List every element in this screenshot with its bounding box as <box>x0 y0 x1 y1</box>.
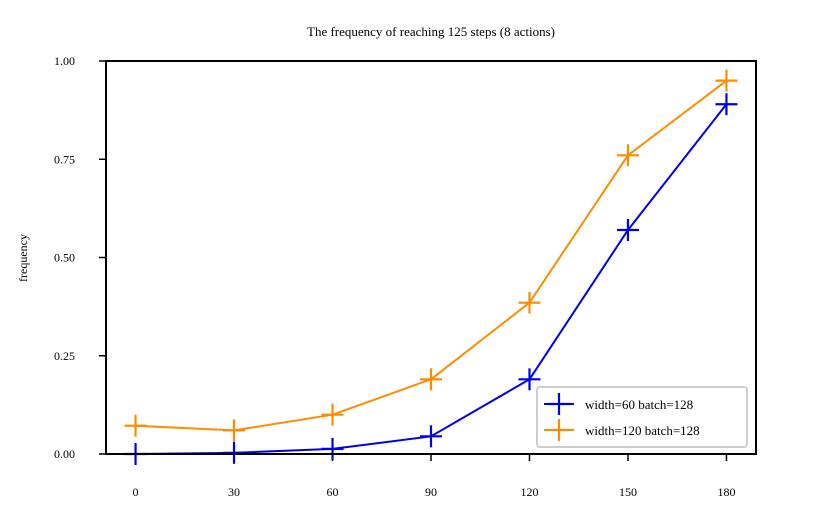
data-point <box>420 425 442 448</box>
y-tick-label: 0.75 <box>54 152 75 166</box>
data-point <box>420 368 442 391</box>
y-tick-label: 0.00 <box>54 447 75 461</box>
x-tick-label: 120 <box>520 485 538 499</box>
legend-marker <box>548 419 570 441</box>
legend: width=60 batch=128 width=120 batch=128 <box>536 386 748 448</box>
data-point <box>616 218 639 241</box>
plot-frame <box>105 60 757 455</box>
y-axis-label: frequency <box>16 234 30 282</box>
legend-label: width=60 batch=128 <box>585 397 693 412</box>
data-point <box>223 441 246 464</box>
data-point <box>518 291 541 314</box>
chart-title: The frequency of reaching 125 steps (8 a… <box>307 24 555 39</box>
y-tick-label: 0.25 <box>54 349 75 363</box>
data-point <box>715 93 738 116</box>
x-tick-label: 90 <box>425 485 437 499</box>
y-tick-label: 1.00 <box>54 54 75 68</box>
data-point <box>223 419 246 442</box>
y-tick-label: 0.50 <box>54 251 75 265</box>
legend-marker <box>548 393 570 415</box>
data-point <box>715 69 738 92</box>
data-point <box>321 437 344 460</box>
data-point <box>616 144 639 167</box>
legend-label: width=120 batch=128 <box>585 423 700 438</box>
x-tick-label: 30 <box>228 485 240 499</box>
x-tick-label: 0 <box>133 485 139 499</box>
x-tick-label: 180 <box>717 485 735 499</box>
plot-area: 0 30 60 90 120 150 180 0.00 0.25 0.50 0.75 1.00 <box>54 54 738 499</box>
x-tick-label: 60 <box>327 485 339 499</box>
x-tick-label: 150 <box>619 485 637 499</box>
data-point <box>321 403 344 426</box>
data-point <box>124 414 147 437</box>
legend-box <box>536 386 748 448</box>
data-point <box>518 368 541 391</box>
